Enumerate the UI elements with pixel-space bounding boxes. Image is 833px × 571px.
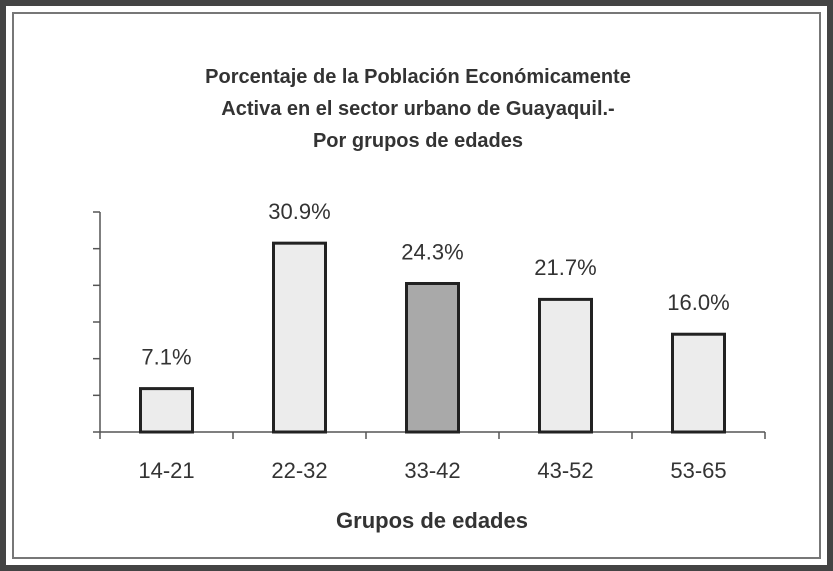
value-label: 16.0% (667, 290, 729, 315)
chart-title-text: Porcentaje de la Población Económicament… (205, 66, 631, 152)
value-label: 7.1% (141, 344, 191, 369)
value-label: 30.9% (268, 199, 330, 224)
x-tick-label: 22-32 (271, 458, 327, 483)
bar (671, 332, 726, 434)
bar (538, 297, 593, 434)
x-tick-label: 33-42 (404, 458, 460, 483)
x-tick-label: 43-52 (537, 458, 593, 483)
x-tick-label: 53-65 (670, 458, 726, 483)
bar (272, 241, 327, 434)
x-axis-title: Grupos de edades (336, 508, 528, 533)
value-label: 21.7% (534, 255, 596, 280)
chart-title: Porcentaje de la Población Económicament… (205, 66, 631, 152)
value-label: 24.3% (401, 239, 463, 264)
bar (405, 282, 460, 434)
bar (139, 387, 194, 434)
x-tick-label: 14-21 (138, 458, 194, 483)
